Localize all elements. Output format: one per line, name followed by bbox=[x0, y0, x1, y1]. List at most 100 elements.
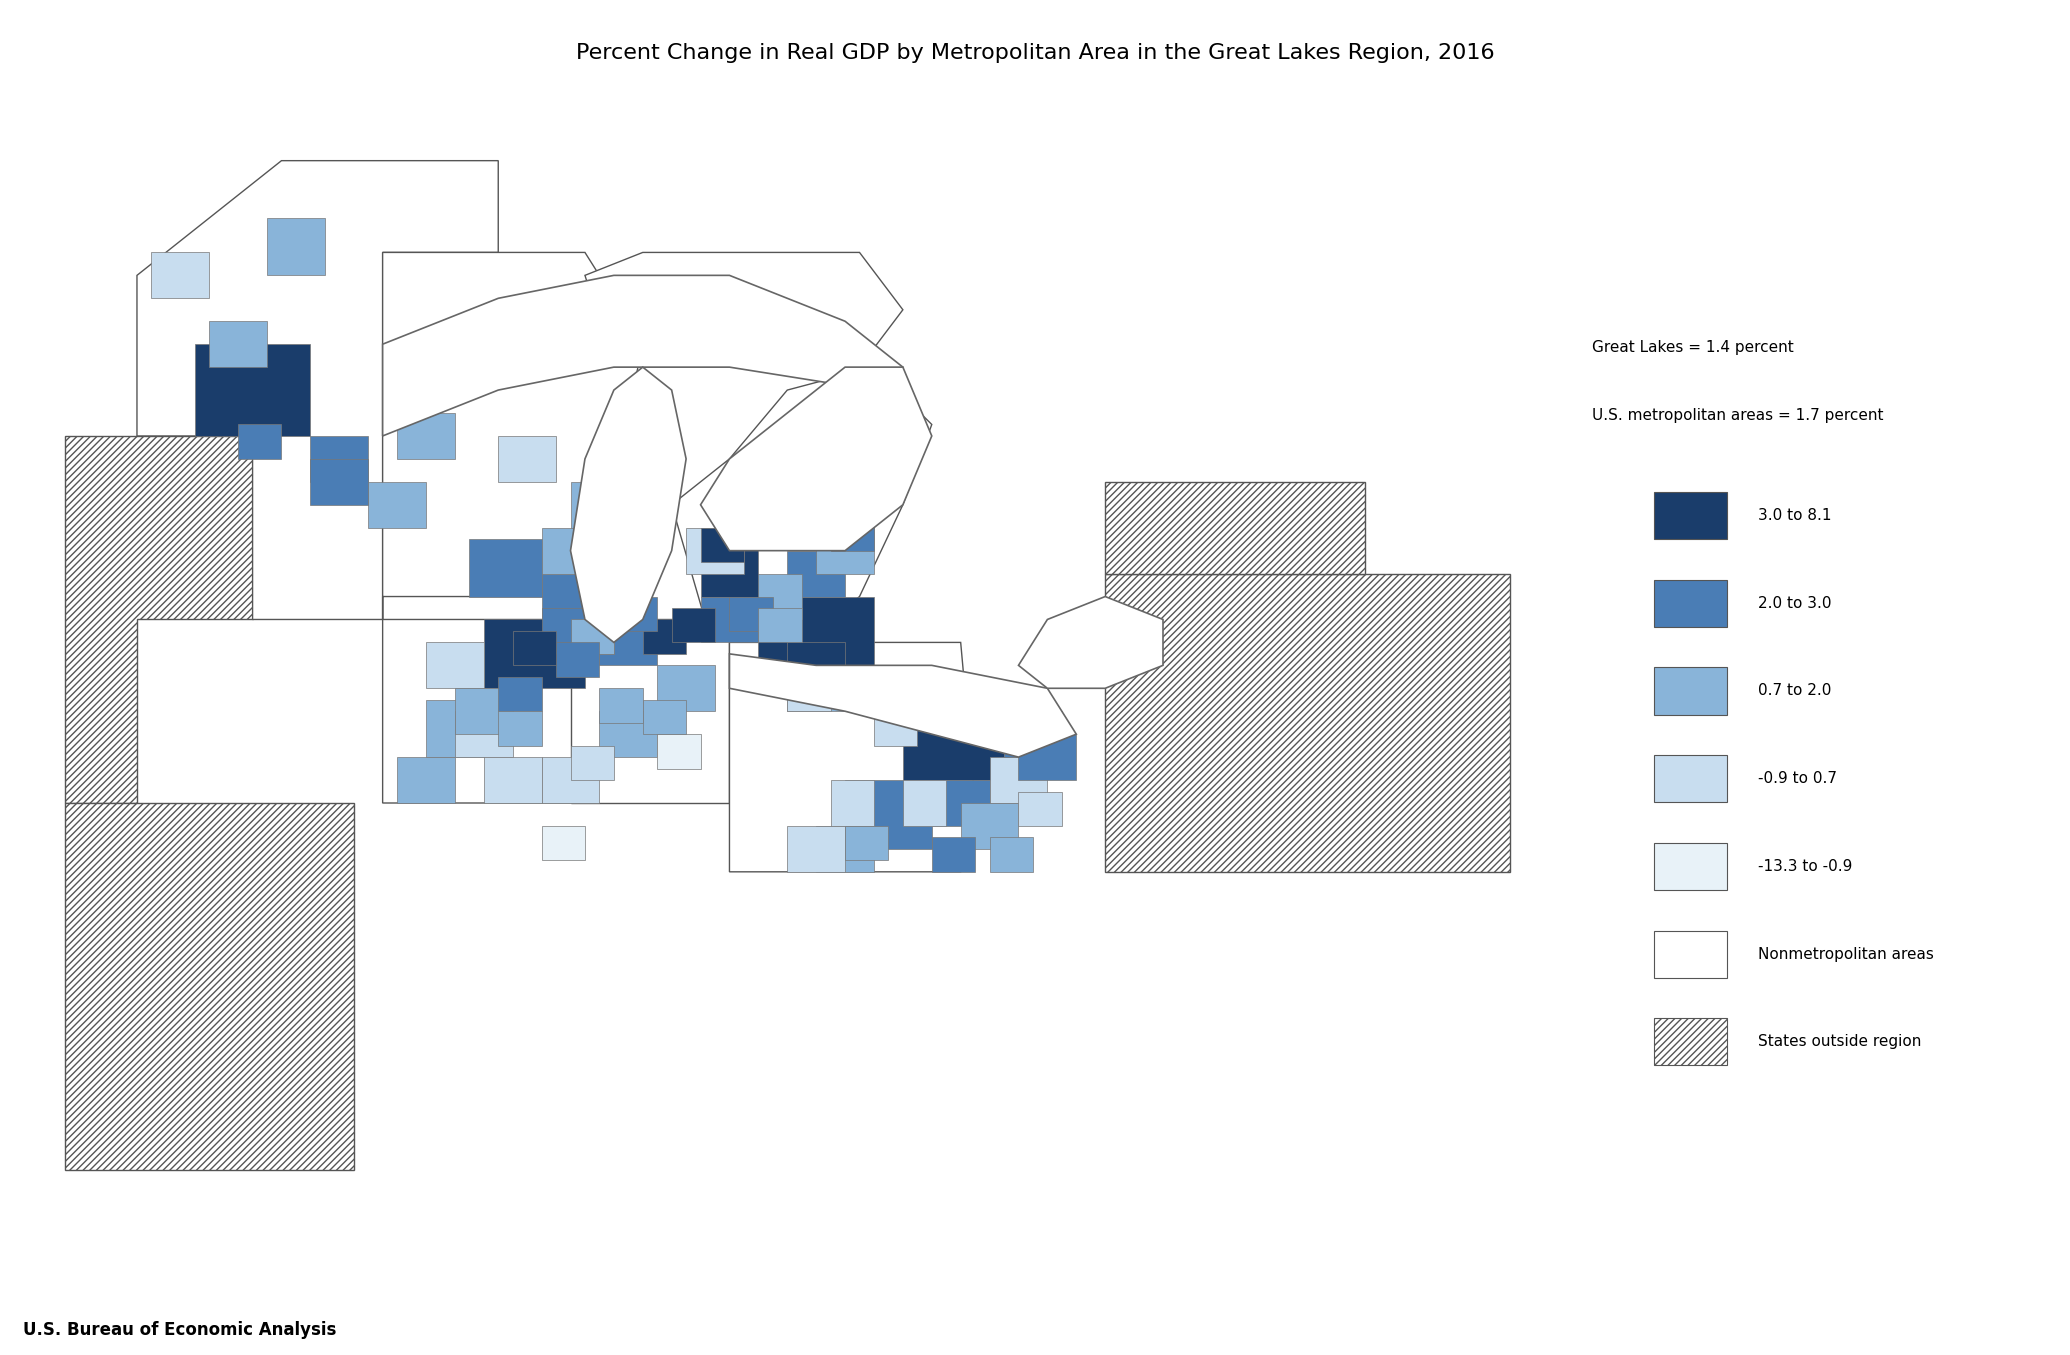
Polygon shape bbox=[729, 654, 1076, 757]
Text: Nonmetropolitan areas: Nonmetropolitan areas bbox=[1757, 947, 1933, 962]
Polygon shape bbox=[845, 827, 888, 860]
Polygon shape bbox=[1018, 734, 1076, 780]
Text: States outside region: States outside region bbox=[1757, 1034, 1921, 1049]
Polygon shape bbox=[671, 608, 714, 642]
Polygon shape bbox=[1105, 482, 1366, 573]
Text: Percent Change in Real GDP by Metropolitan Area in the Great Lakes Region, 2016: Percent Change in Real GDP by Metropolit… bbox=[575, 43, 1495, 64]
Polygon shape bbox=[397, 757, 455, 804]
Polygon shape bbox=[426, 642, 484, 688]
Polygon shape bbox=[1105, 573, 1509, 871]
Polygon shape bbox=[787, 678, 830, 711]
Text: U.S. Bureau of Economic Analysis: U.S. Bureau of Economic Analysis bbox=[23, 1321, 337, 1339]
Polygon shape bbox=[600, 688, 644, 722]
Polygon shape bbox=[542, 573, 615, 631]
Polygon shape bbox=[671, 321, 729, 367]
Polygon shape bbox=[729, 642, 975, 871]
Polygon shape bbox=[787, 550, 845, 596]
Polygon shape bbox=[310, 459, 368, 505]
Polygon shape bbox=[383, 275, 903, 436]
Polygon shape bbox=[586, 252, 903, 367]
Polygon shape bbox=[542, 757, 600, 804]
Polygon shape bbox=[600, 711, 656, 757]
Polygon shape bbox=[64, 436, 253, 804]
Polygon shape bbox=[542, 827, 586, 860]
Polygon shape bbox=[267, 218, 325, 275]
Polygon shape bbox=[758, 608, 801, 642]
Polygon shape bbox=[700, 539, 758, 596]
Polygon shape bbox=[383, 252, 644, 619]
Polygon shape bbox=[816, 827, 874, 871]
Polygon shape bbox=[426, 699, 484, 757]
Polygon shape bbox=[238, 424, 282, 459]
Polygon shape bbox=[700, 527, 743, 562]
Polygon shape bbox=[932, 837, 975, 871]
Polygon shape bbox=[557, 642, 600, 678]
FancyBboxPatch shape bbox=[1654, 843, 1726, 890]
Polygon shape bbox=[542, 608, 615, 654]
Text: 3.0 to 8.1: 3.0 to 8.1 bbox=[1757, 508, 1832, 523]
Polygon shape bbox=[1004, 711, 1062, 757]
Polygon shape bbox=[455, 688, 513, 734]
Polygon shape bbox=[513, 631, 557, 665]
Polygon shape bbox=[787, 642, 845, 688]
Polygon shape bbox=[368, 482, 426, 527]
Polygon shape bbox=[700, 596, 758, 642]
Polygon shape bbox=[787, 665, 845, 711]
Polygon shape bbox=[758, 596, 874, 665]
Text: -13.3 to -0.9: -13.3 to -0.9 bbox=[1757, 859, 1853, 874]
Polygon shape bbox=[845, 780, 932, 848]
Polygon shape bbox=[656, 665, 714, 711]
FancyBboxPatch shape bbox=[1654, 755, 1726, 802]
Polygon shape bbox=[484, 757, 542, 804]
Polygon shape bbox=[644, 619, 685, 654]
Polygon shape bbox=[499, 711, 542, 745]
Polygon shape bbox=[484, 619, 586, 688]
FancyBboxPatch shape bbox=[1654, 1018, 1726, 1065]
Polygon shape bbox=[600, 287, 644, 321]
Polygon shape bbox=[644, 699, 685, 734]
Polygon shape bbox=[932, 780, 989, 827]
Polygon shape bbox=[586, 550, 629, 596]
Polygon shape bbox=[903, 780, 946, 827]
Polygon shape bbox=[989, 837, 1033, 871]
Polygon shape bbox=[644, 298, 700, 344]
Polygon shape bbox=[571, 619, 615, 654]
Polygon shape bbox=[729, 596, 772, 631]
Polygon shape bbox=[310, 436, 368, 482]
Polygon shape bbox=[1018, 596, 1163, 688]
Polygon shape bbox=[571, 367, 685, 642]
Polygon shape bbox=[542, 527, 600, 573]
Polygon shape bbox=[615, 596, 656, 631]
FancyBboxPatch shape bbox=[1654, 668, 1726, 714]
Text: 2.0 to 3.0: 2.0 to 3.0 bbox=[1757, 596, 1832, 611]
Polygon shape bbox=[830, 470, 874, 505]
Text: -0.9 to 0.7: -0.9 to 0.7 bbox=[1757, 771, 1836, 786]
Polygon shape bbox=[830, 780, 874, 827]
Polygon shape bbox=[830, 516, 874, 550]
Polygon shape bbox=[743, 459, 801, 505]
Polygon shape bbox=[151, 252, 209, 298]
Polygon shape bbox=[671, 367, 932, 654]
FancyBboxPatch shape bbox=[1654, 492, 1726, 539]
Polygon shape bbox=[397, 413, 455, 459]
Polygon shape bbox=[571, 745, 615, 780]
Polygon shape bbox=[64, 804, 354, 1171]
Polygon shape bbox=[700, 367, 932, 550]
FancyBboxPatch shape bbox=[1654, 580, 1726, 627]
Polygon shape bbox=[137, 161, 499, 619]
Polygon shape bbox=[787, 827, 845, 871]
Polygon shape bbox=[470, 539, 542, 596]
Polygon shape bbox=[1018, 791, 1062, 827]
Polygon shape bbox=[571, 619, 729, 804]
Polygon shape bbox=[960, 804, 1018, 848]
Polygon shape bbox=[656, 734, 700, 768]
Polygon shape bbox=[816, 527, 874, 573]
Polygon shape bbox=[600, 619, 656, 665]
Polygon shape bbox=[499, 436, 557, 482]
Polygon shape bbox=[209, 321, 267, 367]
Polygon shape bbox=[383, 619, 586, 804]
Polygon shape bbox=[195, 344, 310, 436]
Text: 0.7 to 2.0: 0.7 to 2.0 bbox=[1757, 683, 1832, 698]
Text: Great Lakes = 1.4 percent: Great Lakes = 1.4 percent bbox=[1592, 340, 1795, 355]
Polygon shape bbox=[743, 573, 801, 619]
